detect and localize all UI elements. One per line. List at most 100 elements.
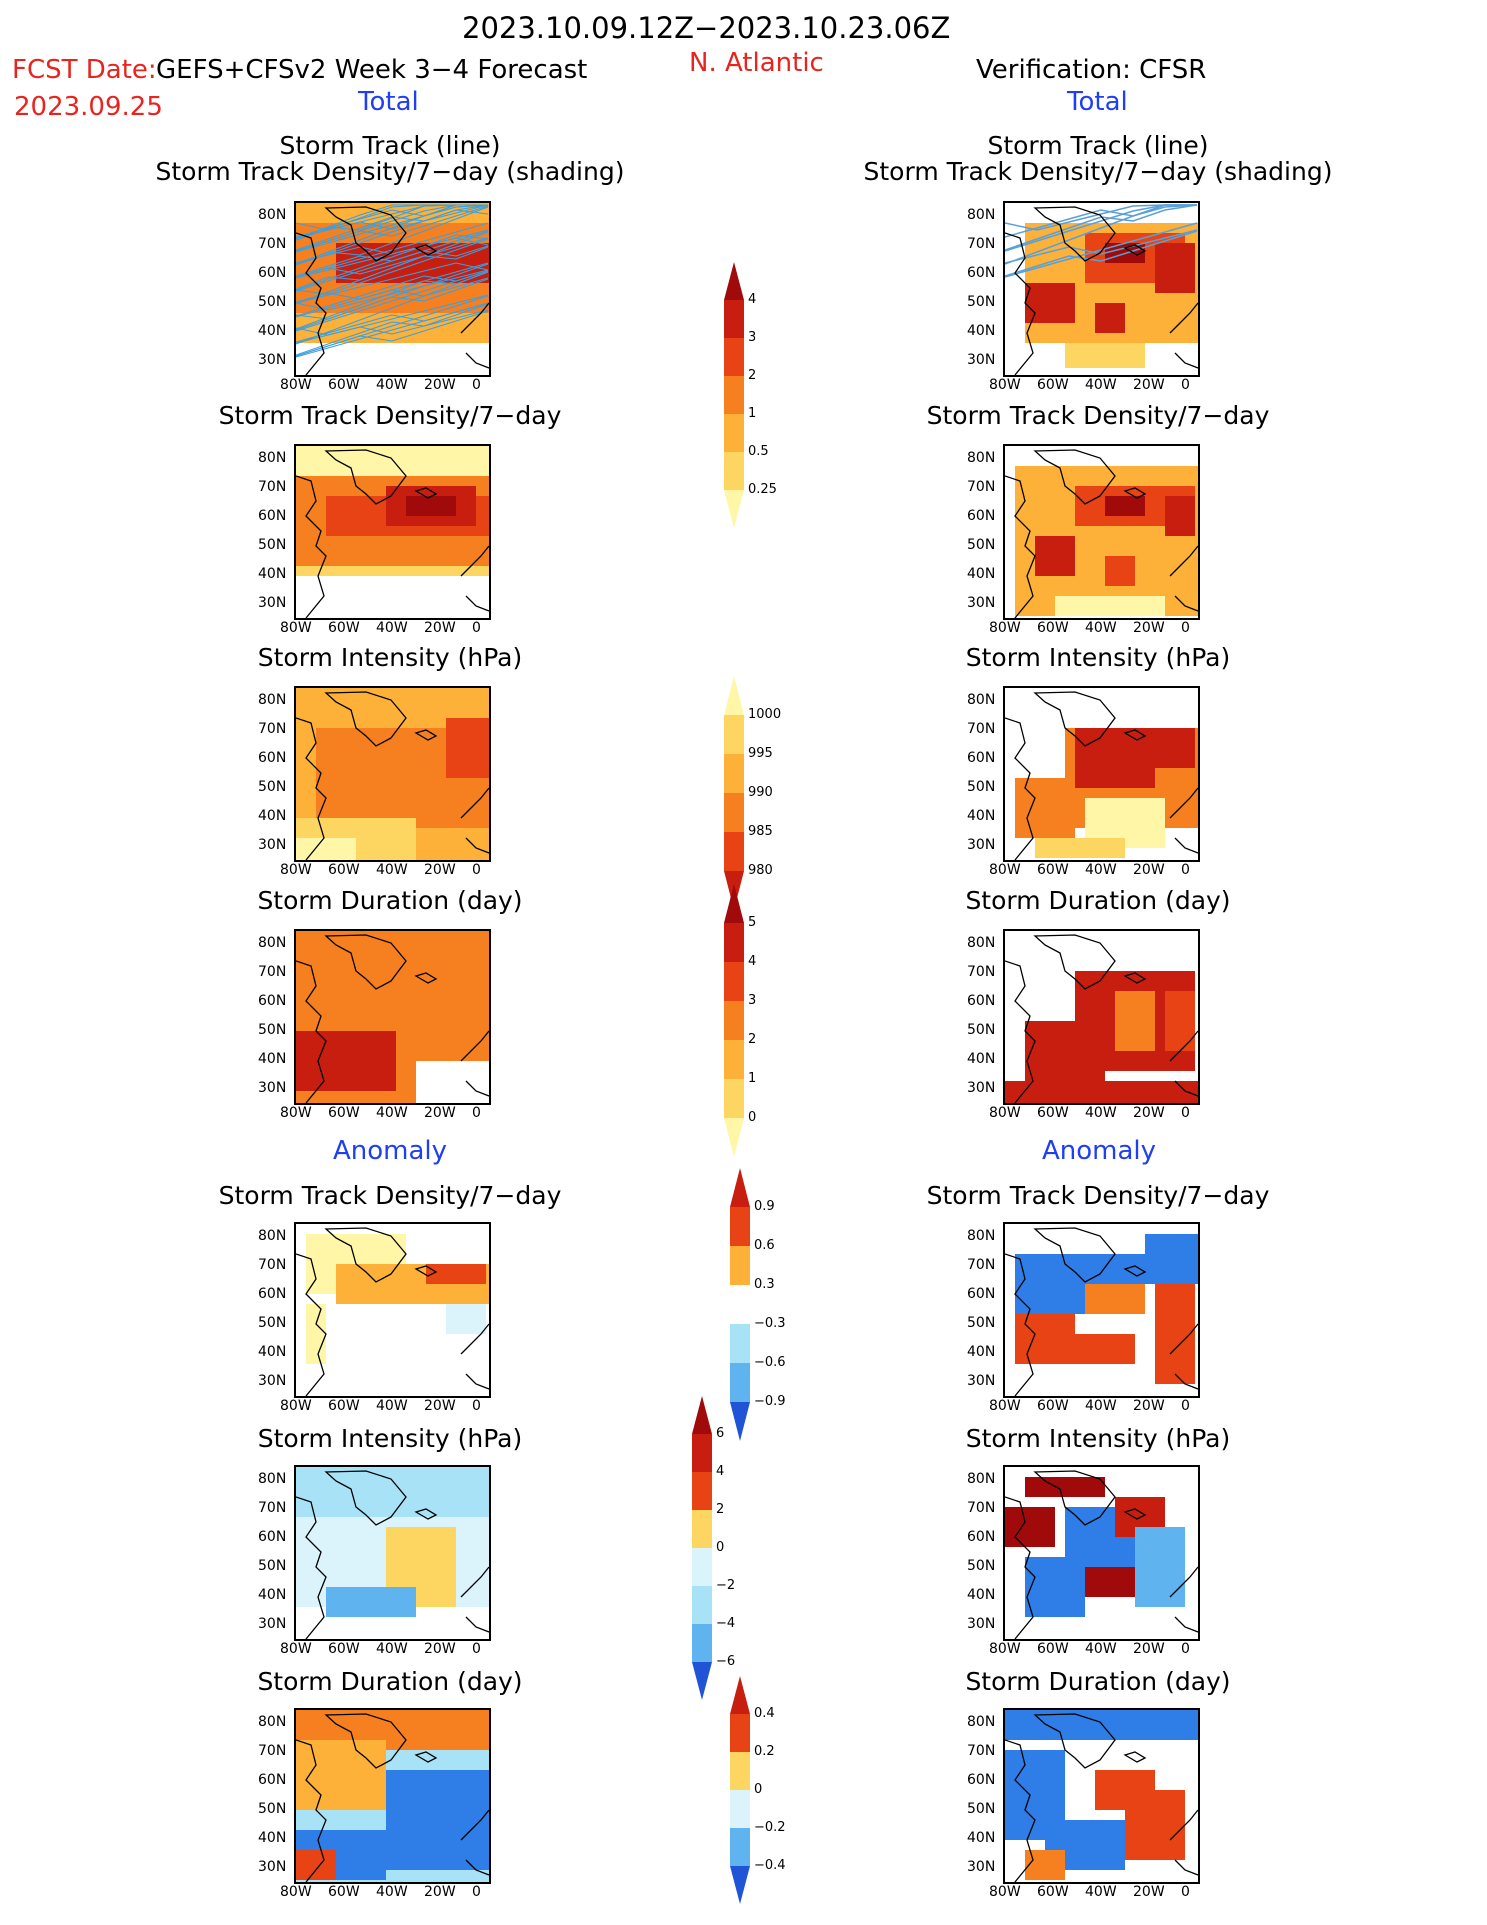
shading-cell [1105,556,1135,586]
lon-label: 40W [376,1398,408,1414]
lon-label: 60W [328,862,360,878]
shading-cell [1025,1477,1105,1497]
colorbar-label: −0.3 [754,1316,786,1331]
lon-label: 60W [1037,862,1069,878]
anomaly-label-right: Anomaly [1042,1136,1157,1166]
ob-intensity-anom-map [1003,1465,1200,1641]
lon-label: 40W [1085,862,1117,878]
shading-cell [1095,303,1125,333]
lat-label: 80N [258,1714,287,1730]
coastline [1005,691,1198,860]
colorbar-label: 980 [748,863,773,878]
lon-label: 0 [472,377,481,393]
lat-label: 70N [967,479,996,495]
lat-label: 40N [967,1587,996,1603]
shading-cell [1105,496,1145,516]
lat-label: 60N [967,750,996,766]
storm-track-line [296,209,489,266]
shading-cell [446,718,489,778]
panel-title-density: Storm Track Density/7−day [926,401,1270,430]
lon-label: 0 [1181,1884,1190,1900]
shading-cell [386,1770,489,1870]
colorbar-density_total [724,262,744,528]
lon-label: 60W [328,1398,360,1414]
lon-label: 0 [1181,1398,1190,1414]
lat-label: 30N [967,1080,996,1096]
lon-label: 60W [1037,1641,1069,1657]
lon-label: 0 [1181,862,1190,878]
colorbar-label: 1000 [748,707,782,722]
colorbar-swatch [724,962,744,1001]
colorbar-label: −0.6 [754,1355,786,1370]
colorbar-swatch [730,1714,750,1752]
colorbar-swatch [724,414,744,452]
lat-label: 40N [258,323,287,339]
storm-track-line [296,245,489,292]
colorbar-swatch [724,1040,744,1079]
lat-label: 60N [258,1529,287,1545]
lat-label: 30N [967,595,996,611]
colorbar-swatch [724,300,744,338]
panel-title-duration: Storm Duration (day) [965,1667,1231,1696]
storm-track-line [296,206,489,265]
colorbar-swatch [724,832,744,871]
colorbar-label: 2 [716,1502,725,1517]
colorbar-label: −0.2 [754,1820,786,1835]
lat-label: 60N [967,508,996,524]
colorbar-label: 0 [748,1110,757,1125]
lat-label: 60N [258,1772,287,1788]
lon-label: 40W [376,1105,408,1121]
lon-label: 60W [328,377,360,393]
colorbar-label: 0 [754,1782,763,1797]
shading-cell [1155,1284,1195,1384]
shading-cell [1125,1790,1185,1860]
lat-label: 70N [967,1500,996,1516]
colorbar-label: −6 [716,1654,736,1669]
shading-cell [406,496,456,516]
fcst-label: FCST Date: [12,55,157,85]
lat-label: 60N [258,1286,287,1302]
colorbar-swatch [692,1472,712,1510]
shading-cell [1165,496,1195,536]
panel-title-duration: Storm Duration (day) [257,886,523,915]
lat-label: 50N [258,1801,287,1817]
colorbar-label: 0.6 [754,1238,775,1253]
lat-label: 30N [967,352,996,368]
storm-track-line [296,277,489,318]
colorbar-swatch [730,1676,750,1714]
lon-label: 80W [280,862,312,878]
lon-label: 0 [472,1641,481,1657]
colorbar-label: 1 [748,1071,757,1086]
lon-label: 20W [424,377,456,393]
lat-label: 70N [967,1743,996,1759]
lon-label: 20W [1133,862,1165,878]
lat-label: 50N [258,1022,287,1038]
coastline [296,934,489,1103]
lat-label: 40N [967,566,996,582]
lat-label: 40N [967,1051,996,1067]
shading-cell [1085,1284,1145,1314]
lon-label: 20W [424,1884,456,1900]
lat-label: 30N [258,1373,287,1389]
ob-density-anom-map-svg [1005,1224,1198,1396]
shading-cell [1025,283,1075,323]
colorbar-swatch [730,1828,750,1866]
coastline [296,691,489,860]
storm-track-line [296,205,489,252]
shading-cell [1035,536,1075,576]
colorbar-label: 0.5 [748,444,769,459]
ob-duration-map [1003,929,1200,1105]
colorbar-label: −0.4 [754,1858,786,1873]
colorbar-swatch [724,490,744,528]
colorbar-swatch [692,1510,712,1548]
colorbar-swatch [730,1168,750,1207]
shading-cell [1135,1527,1185,1607]
shading-cell [1145,1234,1198,1284]
lat-label: 50N [967,1315,996,1331]
lat-label: 60N [258,993,287,1009]
lat-label: 30N [967,1373,996,1389]
lon-label: 40W [1085,1398,1117,1414]
lat-label: 70N [258,1743,287,1759]
lat-label: 40N [258,1587,287,1603]
